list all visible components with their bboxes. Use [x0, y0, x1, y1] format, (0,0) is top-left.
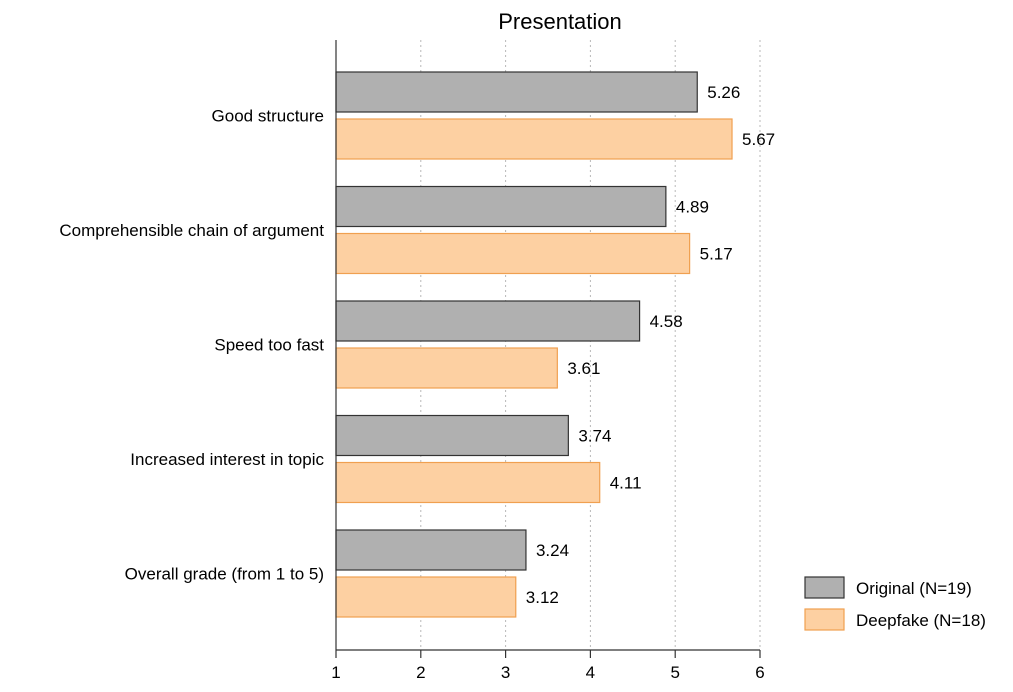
bar-deepfake-2	[335, 347, 558, 389]
chart-title: Presentation	[498, 9, 622, 34]
value-label-deepfake-0: 5.67	[742, 130, 775, 149]
value-label-deepfake-1: 5.17	[700, 245, 733, 264]
value-label-deepfake-4: 3.12	[526, 588, 559, 607]
category-label-2: Speed too fast	[214, 336, 324, 355]
labels-layer: 5.26 5.67 Good structure 4.89 5.17 Comprehens…	[59, 83, 775, 607]
bar-deepfake-0	[335, 118, 733, 160]
value-label-deepfake-3: 4.11	[610, 474, 642, 493]
x-axis: 1 2 3 4 5 6	[331, 40, 765, 682]
x-tick-label-2: 2	[416, 663, 425, 682]
bar-deepfake-1	[335, 232, 691, 275]
value-label-original-4: 3.24	[536, 541, 569, 560]
x-tick-label-1: 1	[331, 663, 340, 682]
x-tick-label-3: 3	[501, 663, 510, 682]
x-tick-label-5: 5	[670, 663, 679, 682]
bar-original-2	[335, 300, 641, 342]
category-label-1: Comprehensible chain of argument	[59, 221, 324, 240]
legend: Original (N=19) Deepfake (N=18)	[804, 576, 986, 631]
value-label-original-0: 5.26	[707, 83, 740, 102]
value-label-original-1: 4.89	[676, 198, 709, 217]
x-tick-label-4: 4	[586, 663, 595, 682]
category-label-4: Overall grade (from 1 to 5)	[125, 565, 324, 584]
legend-label-original: Original (N=19)	[856, 579, 972, 598]
value-label-original-2: 4.58	[650, 312, 683, 331]
value-label-deepfake-2: 3.61	[567, 359, 600, 378]
bar-deepfake-4	[335, 576, 517, 618]
bar-original-4	[335, 529, 527, 571]
bar-deepfake-3	[335, 461, 601, 504]
bar-original-1	[335, 185, 667, 228]
bar-original-3	[335, 414, 569, 457]
legend-label-deepfake: Deepfake (N=18)	[856, 611, 986, 630]
category-label-3: Increased interest in topic	[130, 450, 324, 469]
bar-original-0	[335, 71, 698, 113]
legend-swatch-original	[804, 576, 845, 599]
x-tick-label-6: 6	[755, 663, 764, 682]
legend-swatch-deepfake	[804, 608, 845, 631]
category-label-0: Good structure	[212, 107, 324, 126]
value-label-original-3: 3.74	[578, 427, 611, 446]
bars-layer	[335, 71, 733, 618]
